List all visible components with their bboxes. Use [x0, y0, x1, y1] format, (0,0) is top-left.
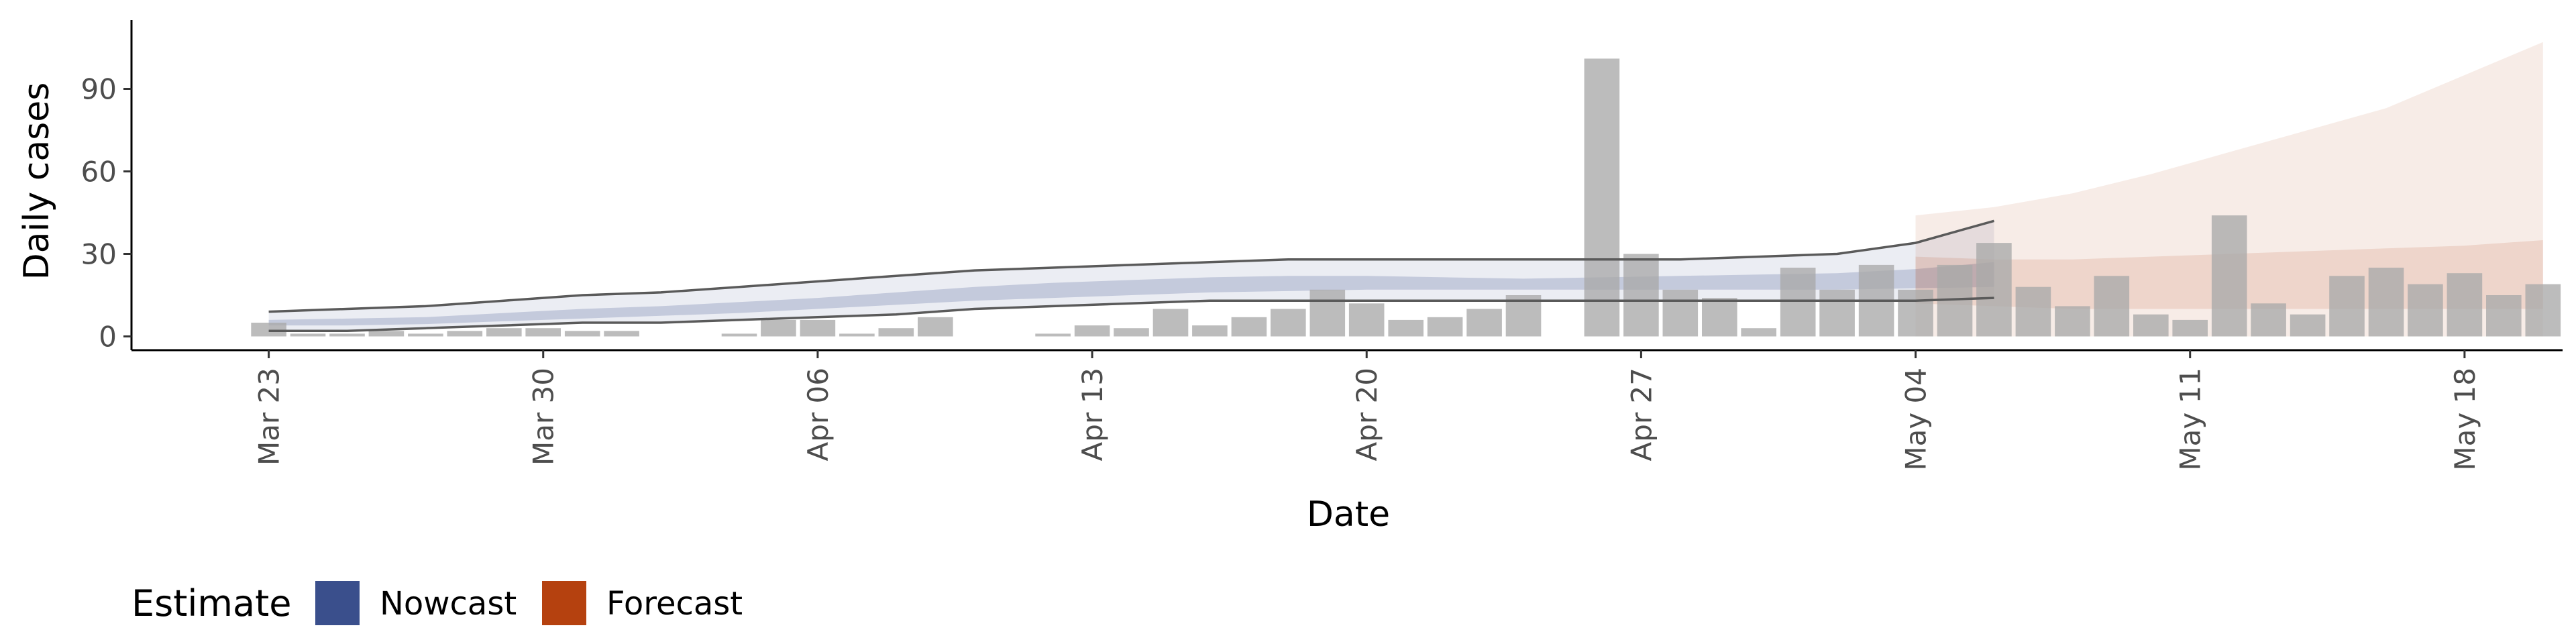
bar	[761, 319, 796, 337]
bar	[2133, 314, 2169, 337]
band-90-nowcast	[268, 221, 1994, 331]
bar	[290, 333, 326, 337]
bar	[1035, 333, 1071, 337]
bar	[2525, 284, 2561, 337]
bar	[1662, 289, 1699, 337]
bar	[486, 328, 522, 337]
y-tick-label: 90	[81, 73, 117, 106]
y-axis-ticks: 0 30 60 90	[81, 73, 131, 354]
bar	[2486, 295, 2522, 337]
bar	[2408, 284, 2443, 337]
x-tick-label: Mar 23	[253, 368, 286, 466]
bar	[1741, 328, 1776, 337]
bar	[721, 333, 757, 337]
bar	[1819, 289, 1855, 337]
bar	[1192, 325, 1228, 337]
x-tick-label: Apr 20	[1350, 368, 1383, 461]
bar	[251, 323, 286, 337]
line-lower-nowcast	[268, 297, 1994, 333]
x-tick-label: Mar 30	[527, 368, 560, 466]
bar	[447, 331, 483, 337]
estimate-bands	[268, 42, 2543, 337]
axes	[130, 20, 2563, 352]
y-tick-label: 60	[81, 156, 117, 189]
bar	[368, 331, 405, 337]
bar	[1271, 309, 1306, 337]
band-90-forecast	[1915, 42, 2543, 337]
bar	[1898, 289, 1933, 337]
bar	[2329, 276, 2365, 337]
bar	[1623, 254, 1659, 337]
bar	[1388, 319, 1424, 337]
legend-label-nowcast: Nowcast	[380, 585, 517, 623]
bar	[2015, 286, 2051, 337]
x-tick-label: Apr 06	[802, 368, 835, 461]
bar	[1309, 289, 1346, 337]
legend: Estimate Nowcast Forecast	[131, 581, 743, 625]
bar	[1114, 328, 1149, 337]
bar	[1074, 325, 1110, 337]
x-tick-label: May 18	[2449, 368, 2481, 471]
bar	[408, 333, 443, 337]
bar	[1427, 317, 1463, 337]
bar	[878, 328, 914, 337]
x-tick-label: Apr 13	[1076, 368, 1109, 461]
bar	[839, 333, 875, 337]
x-tick-label: May 04	[1900, 368, 1933, 471]
reported-cases-bars	[251, 58, 2561, 337]
bar	[800, 319, 836, 337]
line-upper-nowcast	[268, 219, 1994, 313]
bar	[525, 328, 561, 337]
bar	[2172, 319, 2208, 337]
band-50-nowcast	[268, 262, 1994, 326]
bar	[564, 331, 600, 337]
legend-title: Estimate	[131, 582, 292, 625]
legend-swatch-nowcast	[315, 581, 360, 625]
bar	[2055, 306, 2090, 337]
bar	[2251, 303, 2286, 337]
y-tick-label: 30	[81, 238, 117, 271]
bar	[1584, 58, 1620, 337]
bar	[1466, 309, 1502, 337]
bar	[2211, 215, 2247, 337]
x-axis-ticks: Mar 23 Mar 30 Apr 06 Apr 13 Apr 20 Apr 27 May …	[253, 350, 2481, 471]
x-tick-label: Apr 27	[1625, 368, 1658, 461]
bar	[604, 331, 639, 337]
x-tick-label: May 11	[2174, 368, 2207, 471]
bar	[2447, 273, 2483, 337]
x-axis-title: Date	[1307, 494, 1390, 535]
bar	[2094, 276, 2130, 337]
legend-swatch-forecast	[542, 581, 586, 625]
bar	[1348, 303, 1385, 337]
bar	[1505, 295, 1542, 337]
bar	[918, 317, 953, 337]
bar	[1152, 309, 1189, 337]
y-tick-label: 0	[99, 321, 117, 354]
estimate-interval-lines	[268, 219, 1994, 333]
y-axis-title: Daily cases	[17, 83, 57, 280]
bar	[1231, 317, 1267, 337]
legend-label-forecast: Forecast	[606, 585, 743, 623]
bar	[2290, 314, 2326, 337]
bar	[329, 333, 365, 337]
bar	[1702, 298, 1737, 337]
bar	[1976, 243, 2012, 337]
bar	[2368, 268, 2404, 337]
bar	[1780, 268, 1816, 337]
